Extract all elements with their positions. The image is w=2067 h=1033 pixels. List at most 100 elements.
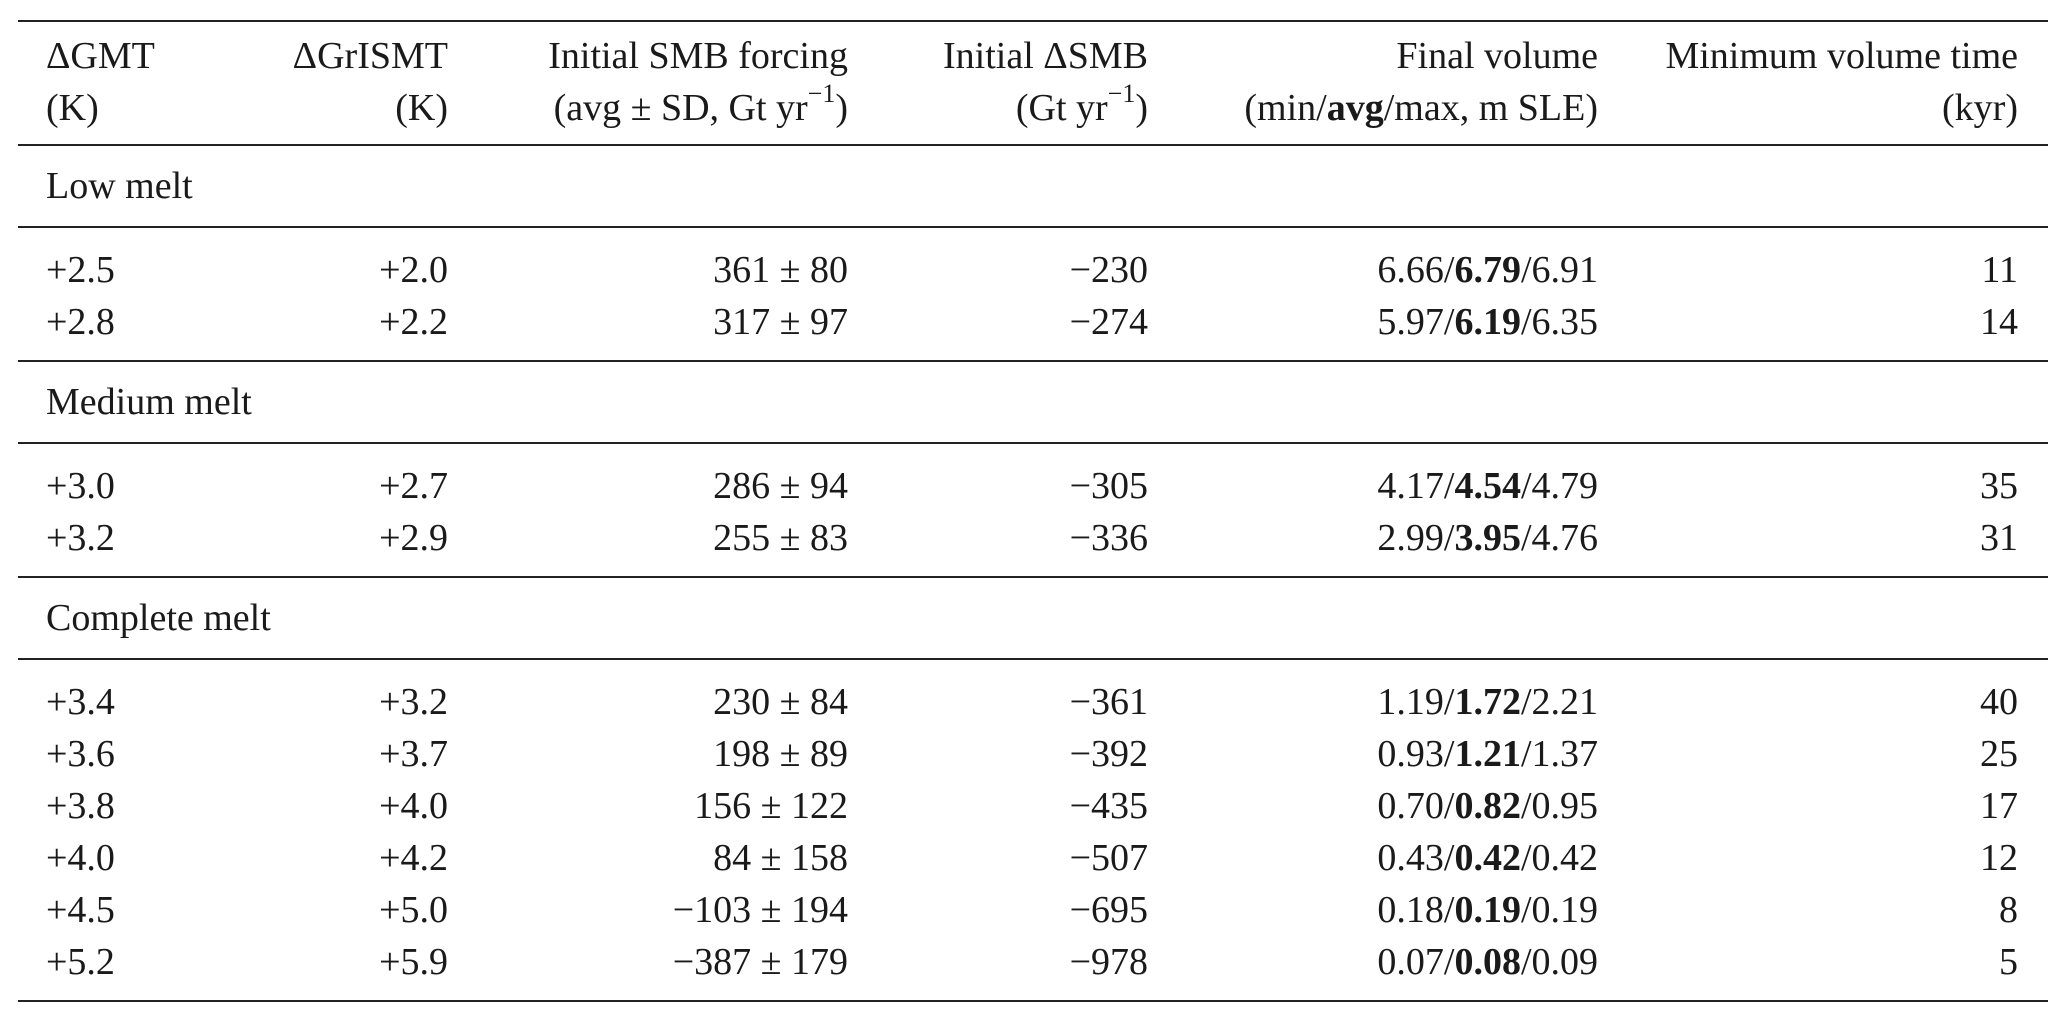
cell-grismt: +5.9 xyxy=(198,936,458,1002)
cell-smb-forcing: 361 ± 80 xyxy=(713,249,848,291)
volume-max: /4.76 xyxy=(1520,517,1598,559)
volume-min: 5.97/ xyxy=(1377,301,1455,343)
volume-avg: 0.19 xyxy=(1454,889,1521,931)
cell-delta-smb: −392 xyxy=(1069,733,1148,775)
cell-smb-forcing: 317 ± 97 xyxy=(713,301,848,343)
cell-smb-forcing: 230 ± 84 xyxy=(713,681,848,723)
volume-avg: 6.79 xyxy=(1454,249,1521,291)
cell-grismt: +2.2 xyxy=(379,301,448,343)
melt-scenarios-table-container: ΔGMT ΔGrISMT Initial SMB forcing Initial… xyxy=(18,20,2048,1002)
volume-unit-pre: (min/ xyxy=(1244,87,1327,129)
cell-final-volume: 2.99/3.95/4.76 xyxy=(1158,512,1608,577)
cell-gmt: +3.6 xyxy=(46,733,115,775)
dsmb-unit-exponent: −1 xyxy=(1107,79,1136,109)
volume-max: /0.09 xyxy=(1520,941,1598,983)
cell-grismt: +4.0 xyxy=(379,785,448,827)
cell-grismt: +2.9 xyxy=(379,517,448,559)
volume-avg: 4.54 xyxy=(1454,465,1521,507)
header-final-volume: Final volume xyxy=(1158,20,1608,82)
cell-gmt: +4.0 xyxy=(46,837,115,879)
dsmb-unit-pre: (Gt yr xyxy=(1015,87,1108,129)
melt-scenarios-table: ΔGMT ΔGrISMT Initial SMB forcing Initial… xyxy=(18,20,2048,1002)
volume-min: 0.07/ xyxy=(1377,941,1455,983)
volume-min: 1.19/ xyxy=(1377,681,1455,723)
cell-final-volume: 0.93/1.21/1.37 xyxy=(1158,728,1608,780)
cell-min-volume-time: 14 xyxy=(1980,301,2018,343)
group-header-row: Complete melt xyxy=(18,576,2048,660)
cell-min-volume-time: 11 xyxy=(1981,249,2018,291)
group-header-row: Medium melt xyxy=(18,360,2048,444)
volume-max: /1.37 xyxy=(1520,733,1598,775)
cell-grismt: +2.0 xyxy=(379,249,448,291)
volume-min: 0.70/ xyxy=(1377,785,1455,827)
header-final-volume-unit: (min/avg/max, m SLE) xyxy=(1158,82,1608,146)
table-row: +3.8 +4.0 156 ± 122 −435 0.70/0.82/0.95 17 xyxy=(18,780,2048,832)
volume-min: 2.99/ xyxy=(1377,517,1455,559)
cell-grismt: +3.2 xyxy=(379,681,448,723)
table-row: +4.0 +4.2 84 ± 158 −507 0.43/0.42/0.42 12 xyxy=(18,832,2048,884)
table-header: ΔGMT ΔGrISMT Initial SMB forcing Initial… xyxy=(18,20,2048,146)
volume-avg: 0.08 xyxy=(1454,941,1521,983)
header-min-volume-time-unit: (kyr) xyxy=(1608,82,2048,146)
table-row: +3.2 +2.9 255 ± 83 −336 2.99/3.95/4.76 31 xyxy=(18,512,2048,577)
volume-min: 0.18/ xyxy=(1377,889,1455,931)
group-label: Medium melt xyxy=(18,360,2048,444)
cell-min-volume-time: 35 xyxy=(1980,465,2018,507)
header-delta-smb: Initial ΔSMB xyxy=(858,20,1158,82)
cell-final-volume: 1.19/1.72/2.21 xyxy=(1158,659,1608,728)
volume-avg: 0.82 xyxy=(1454,785,1521,827)
cell-grismt: +3.7 xyxy=(379,733,448,775)
volume-avg: 1.72 xyxy=(1454,681,1521,723)
volume-max: /4.79 xyxy=(1520,465,1598,507)
cell-gmt: +3.8 xyxy=(46,785,115,827)
table-row: +3.6 +3.7 198 ± 89 −392 0.93/1.21/1.37 25 xyxy=(18,728,2048,780)
table-row: +2.8 +2.2 317 ± 97 −274 5.97/6.19/6.35 14 xyxy=(18,296,2048,361)
header-min-volume-time: Minimum volume time xyxy=(1608,20,2048,82)
cell-gmt: +2.8 xyxy=(46,301,115,343)
cell-delta-smb: −305 xyxy=(1069,465,1148,507)
cell-delta-smb: −230 xyxy=(1069,249,1148,291)
header-gmt-unit: (K) xyxy=(18,82,198,146)
cell-delta-smb: −336 xyxy=(1069,517,1148,559)
cell-smb-forcing: −103 ± 194 xyxy=(672,889,848,931)
volume-avg: 0.42 xyxy=(1454,837,1521,879)
volume-max: /6.91 xyxy=(1520,249,1598,291)
cell-delta-smb: −361 xyxy=(1069,681,1148,723)
volume-avg: 6.19 xyxy=(1454,301,1521,343)
cell-gmt: +3.0 xyxy=(46,465,115,507)
table-row: +3.4 +3.2 230 ± 84 −361 1.19/1.72/2.21 40 xyxy=(18,659,2048,728)
volume-max: /0.42 xyxy=(1520,837,1598,879)
cell-delta-smb: −507 xyxy=(1069,837,1148,879)
cell-final-volume: 0.43/0.42/0.42 xyxy=(1158,832,1608,884)
volume-min: 4.17/ xyxy=(1377,465,1455,507)
group-label: Low melt xyxy=(18,145,2048,228)
cell-grismt: +4.2 xyxy=(379,837,448,879)
cell-min-volume-time: 40 xyxy=(1980,681,2018,723)
volume-unit-avg: avg xyxy=(1326,87,1384,129)
table-body: Low melt +2.5 +2.0 361 ± 80 −230 6.66/6.79/6.… xyxy=(18,145,2048,1002)
cell-gmt: +2.5 xyxy=(46,249,115,291)
group-header-row: Low melt xyxy=(18,145,2048,228)
cell-final-volume: 0.70/0.82/0.95 xyxy=(1158,780,1608,832)
cell-final-volume: 0.18/0.19/0.19 xyxy=(1158,884,1608,936)
header-grismt: ΔGrISMT xyxy=(198,20,458,82)
dsmb-unit-post: ) xyxy=(1135,87,1148,129)
volume-avg: 3.95 xyxy=(1454,517,1521,559)
header-delta-smb-unit: (Gt yr−1) xyxy=(858,79,1158,146)
header-smb-forcing-unit: (avg ± SD, Gt yr−1) xyxy=(458,81,858,146)
table-row: +5.2 +5.9 −387 ± 179 −978 0.07/0.08/0.09 5 xyxy=(18,936,2048,1002)
cell-gmt: +4.5 xyxy=(46,889,115,931)
table-row: +3.0 +2.7 286 ± 94 −305 4.17/4.54/4.79 35 xyxy=(18,443,2048,512)
volume-min: 0.43/ xyxy=(1377,837,1455,879)
volume-max: /2.21 xyxy=(1520,681,1598,723)
volume-min: 6.66/ xyxy=(1377,249,1455,291)
cell-min-volume-time: 25 xyxy=(1980,733,2018,775)
cell-final-volume: 0.07/0.08/0.09 xyxy=(1158,936,1608,1002)
group-label: Complete melt xyxy=(18,576,2048,660)
cell-min-volume-time: 17 xyxy=(1980,785,2018,827)
forcing-unit-post: ) xyxy=(835,87,848,129)
cell-grismt: +2.7 xyxy=(379,465,448,507)
cell-delta-smb: −274 xyxy=(1069,301,1148,343)
table-row: +2.5 +2.0 361 ± 80 −230 6.66/6.79/6.91 11 xyxy=(18,227,2048,296)
table-row: +4.5 +5.0 −103 ± 194 −695 0.18/0.19/0.19 8 xyxy=(18,884,2048,936)
